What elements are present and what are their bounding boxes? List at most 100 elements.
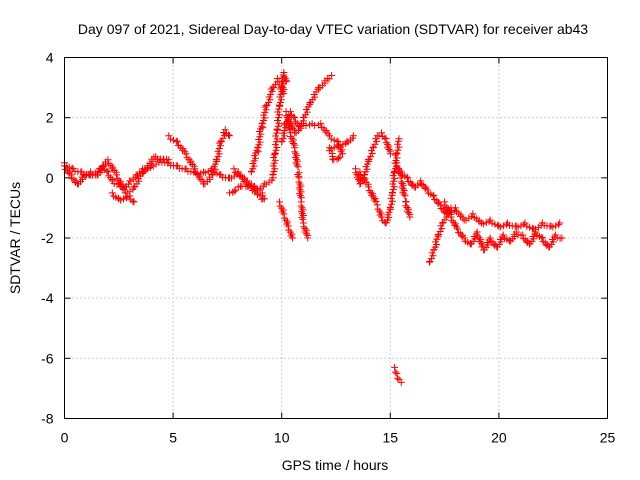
data-point — [429, 252, 437, 260]
data-point — [291, 118, 299, 126]
data-point — [327, 135, 335, 143]
data-point — [273, 75, 281, 83]
data-point — [217, 137, 225, 145]
data-point — [404, 174, 412, 182]
x-tick-label: 5 — [169, 430, 177, 446]
data-point — [191, 165, 199, 173]
data-point — [427, 255, 435, 263]
data-point — [283, 76, 291, 84]
data-point — [113, 171, 121, 179]
data-point — [426, 257, 434, 265]
data-point — [486, 216, 494, 224]
data-point — [447, 213, 455, 221]
data-point — [167, 135, 175, 143]
data-point — [271, 149, 279, 157]
data-point — [299, 211, 307, 219]
data-point — [118, 184, 126, 192]
data-point — [451, 220, 459, 228]
data-point — [423, 186, 431, 194]
data-point — [370, 196, 378, 204]
y-axis-label: SDTVAR / TECUs — [7, 182, 23, 294]
data-point — [275, 119, 283, 127]
data-point — [387, 200, 395, 208]
data-point — [448, 217, 456, 225]
data-point — [274, 122, 282, 130]
data-point — [183, 154, 191, 162]
data-point — [116, 179, 124, 187]
data-point — [325, 132, 333, 140]
grid — [64, 57, 608, 419]
x-tick-label: 10 — [274, 430, 290, 446]
data-point — [355, 176, 363, 184]
data-point — [272, 146, 280, 154]
data-point — [368, 191, 376, 199]
data-point — [333, 142, 341, 150]
data-point — [474, 232, 482, 240]
data-point — [169, 136, 177, 144]
y-tick-label: 4 — [46, 50, 54, 66]
data-point — [117, 181, 125, 189]
data-point — [304, 234, 312, 242]
data-point — [196, 172, 204, 180]
data-point — [441, 198, 449, 206]
y-tick-label: -6 — [41, 350, 54, 366]
chart-title: Day 097 of 2021, Sidereal Day-to-day VTE… — [78, 21, 588, 37]
data-point — [330, 156, 338, 164]
data-point — [106, 174, 114, 182]
data-point — [532, 228, 540, 236]
data-point — [138, 170, 146, 178]
y-tick-label: -8 — [41, 411, 54, 427]
data-point — [451, 221, 459, 229]
data-point — [317, 120, 325, 128]
y-tick-label: 0 — [46, 170, 54, 186]
data-point — [339, 141, 347, 149]
data-point — [444, 205, 452, 213]
data-point — [397, 378, 405, 386]
data-point — [417, 177, 425, 185]
data-point — [372, 198, 380, 206]
data-point — [387, 194, 395, 202]
data-point — [109, 163, 117, 171]
data-point — [172, 137, 180, 145]
data-point — [276, 198, 284, 206]
data-point — [521, 219, 529, 227]
data-point — [105, 172, 113, 180]
data-points — [61, 69, 566, 386]
data-point — [62, 162, 70, 170]
data-point — [438, 225, 446, 233]
data-point — [327, 145, 335, 153]
data-point — [443, 204, 451, 212]
data-point — [395, 143, 403, 151]
data-point — [429, 191, 437, 199]
data-point — [538, 234, 546, 242]
data-point — [117, 196, 125, 204]
data-point — [272, 132, 280, 140]
data-point — [291, 114, 299, 122]
data-point — [330, 136, 338, 144]
data-point — [365, 187, 373, 195]
data-point — [273, 135, 281, 143]
data-point — [460, 234, 468, 242]
data-point — [444, 207, 452, 215]
x-tick-label: 0 — [61, 430, 69, 446]
data-point — [103, 167, 111, 175]
data-point — [486, 234, 494, 242]
data-point — [520, 221, 528, 229]
data-point — [378, 213, 386, 221]
data-point — [505, 236, 513, 244]
data-point — [552, 222, 560, 230]
data-point — [393, 369, 401, 377]
data-point — [558, 234, 566, 242]
data-point — [394, 374, 402, 382]
data-point — [213, 169, 221, 177]
data-point — [488, 219, 496, 227]
data-point — [115, 176, 123, 184]
data-point — [294, 171, 302, 179]
data-point — [369, 143, 377, 151]
data-point — [219, 134, 227, 142]
data-point — [186, 159, 194, 167]
data-point — [555, 221, 563, 229]
data-point — [405, 209, 413, 217]
data-point — [371, 140, 379, 148]
